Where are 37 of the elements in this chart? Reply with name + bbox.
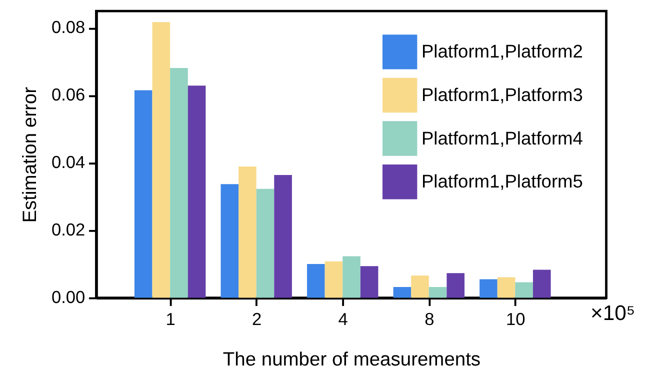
x-tick-label: 10 [506, 309, 526, 330]
y-tick-label: 0.02 [51, 220, 86, 240]
y-tick-label: 0.08 [51, 17, 86, 38]
bar [324, 261, 343, 298]
y-tick-label: 0.04 [51, 152, 86, 172]
bar [238, 166, 256, 298]
x-tick-label: 8 [424, 309, 434, 330]
bar [307, 264, 325, 298]
x-tick-label: 2 [252, 309, 262, 330]
bar [170, 68, 188, 298]
bar [480, 279, 498, 298]
bar [497, 277, 516, 298]
legend-label: Platform1,Platform4 [421, 127, 583, 148]
bar [152, 22, 170, 298]
bar [515, 282, 533, 298]
x-axis-title: The number of measurements [222, 350, 481, 371]
legend-label: Platform1,Platform2 [421, 40, 583, 62]
bar [532, 270, 551, 298]
y-axis-title: Estimation error [20, 86, 42, 223]
x-tick-label: 4 [338, 309, 348, 330]
bar [134, 90, 152, 298]
bar [342, 256, 360, 298]
text: ×10⁵ [590, 302, 636, 325]
bar [220, 184, 239, 298]
bar [274, 174, 292, 298]
bar [411, 276, 429, 298]
bar [188, 86, 206, 298]
y-tick-label: 0.00 [51, 287, 86, 308]
legend-label: Platform1,Platform5 [421, 170, 583, 192]
bar [446, 273, 464, 298]
bar [428, 287, 447, 298]
bar [393, 287, 412, 298]
x-tick-label: 1 [166, 309, 176, 330]
y-tick-label: 0.06 [51, 84, 86, 105]
bar [360, 266, 378, 298]
legend-label: Platform1,Platform3 [421, 84, 583, 106]
bar [256, 188, 274, 298]
